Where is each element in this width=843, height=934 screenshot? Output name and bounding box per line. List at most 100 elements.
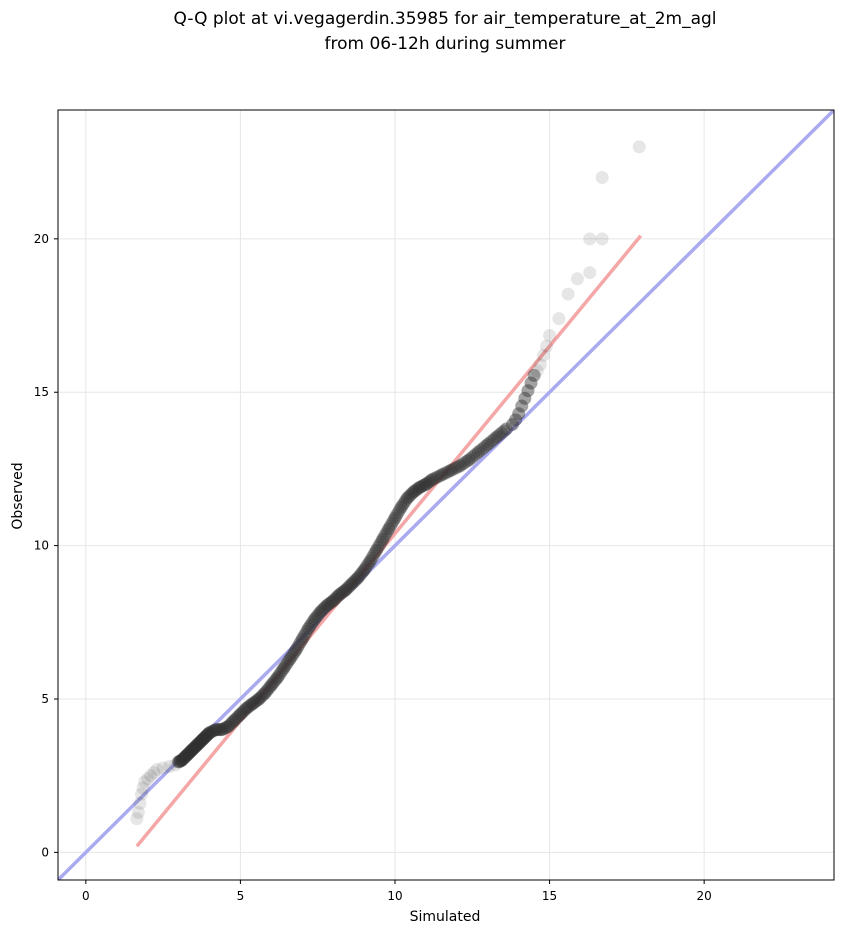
data-point (315, 603, 329, 617)
data-point (325, 595, 339, 609)
data-point (335, 585, 349, 599)
data-point (136, 781, 150, 795)
data-point (332, 588, 346, 602)
data-point (196, 733, 210, 747)
data-point (342, 580, 356, 594)
x-axis-ticks: 0 5 10 15 20 (82, 880, 712, 903)
data-point (134, 787, 148, 801)
data-point (439, 466, 453, 480)
data-point (509, 413, 523, 427)
data-point (400, 491, 414, 505)
data-point (193, 735, 207, 749)
data-point (371, 541, 385, 555)
data-point (460, 454, 474, 468)
data-point (407, 485, 421, 499)
data-point (351, 571, 365, 585)
data-point (177, 751, 191, 765)
data-point (294, 635, 308, 649)
data-point (322, 597, 336, 611)
x-tick-label: 15 (542, 889, 557, 903)
data-point (269, 672, 283, 686)
data-point (246, 697, 260, 711)
data-point (323, 596, 337, 610)
data-point (561, 287, 575, 301)
data-point (416, 479, 430, 493)
data-point (229, 712, 243, 726)
data-point (303, 619, 317, 633)
data-point (200, 728, 214, 742)
data-point (388, 511, 402, 525)
data-point (397, 496, 411, 510)
data-point (144, 769, 158, 783)
data-point (383, 519, 397, 533)
data-point (244, 698, 258, 712)
data-point (188, 740, 202, 754)
data-point (209, 723, 223, 737)
data-point (632, 140, 646, 154)
data-point (512, 407, 526, 421)
data-point (185, 743, 199, 757)
data-point (349, 572, 363, 586)
data-point (363, 554, 377, 568)
data-point (175, 753, 189, 767)
data-point (301, 621, 315, 635)
data-point (403, 488, 417, 502)
data-point (437, 467, 451, 481)
data-point (198, 730, 212, 744)
data-points (130, 140, 646, 826)
data-point (505, 417, 519, 431)
y-tick-label: 5 (41, 692, 49, 706)
data-point (182, 746, 196, 760)
data-point (197, 731, 211, 745)
data-point (210, 723, 224, 737)
data-point (185, 743, 199, 757)
data-point (223, 718, 237, 732)
data-point (238, 703, 252, 717)
data-point (518, 391, 532, 405)
data-point (284, 650, 298, 664)
data-point (133, 796, 147, 810)
data-point (382, 522, 396, 536)
data-point (474, 443, 488, 457)
data-point (499, 422, 513, 436)
data-point (236, 704, 250, 718)
data-point (441, 465, 455, 479)
data-point (405, 486, 419, 500)
data-point (394, 500, 408, 514)
data-point (190, 738, 204, 752)
data-point (490, 430, 504, 444)
x-tick-label: 5 (237, 889, 245, 903)
data-point (300, 624, 314, 638)
data-point (267, 674, 281, 688)
data-point (311, 608, 325, 622)
data-point (172, 755, 186, 769)
plot-frame (57, 109, 835, 881)
data-point (346, 575, 360, 589)
data-point (298, 627, 312, 641)
data-point (515, 399, 529, 413)
data-point (312, 606, 326, 620)
data-point (570, 272, 584, 286)
data-point (434, 468, 448, 482)
data-point (247, 695, 261, 709)
data-point (150, 763, 164, 777)
data-point (180, 748, 194, 762)
data-point (320, 598, 334, 612)
data-point (530, 364, 544, 378)
data-point (186, 742, 200, 756)
data-point (184, 744, 198, 758)
data-point (255, 689, 269, 703)
fit-line (135, 234, 643, 848)
data-point (199, 729, 213, 743)
data-point (175, 753, 189, 767)
data-point (260, 684, 274, 698)
data-point (543, 328, 557, 342)
data-point (583, 266, 597, 280)
chart-subtitle: from 06-12h during summer (325, 34, 566, 54)
data-point (417, 478, 431, 492)
data-point (451, 460, 465, 474)
data-point (374, 535, 388, 549)
data-point (147, 766, 161, 780)
x-tick-label: 20 (697, 889, 712, 903)
data-point (524, 376, 538, 390)
